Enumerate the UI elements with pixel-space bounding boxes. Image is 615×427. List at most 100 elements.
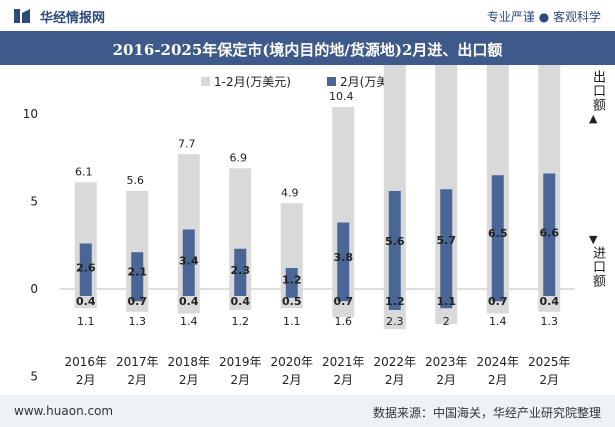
label-export-cumulative: 4.9 bbox=[281, 186, 299, 199]
x-tick-month: 2月 bbox=[539, 373, 559, 387]
bar-export-monthly bbox=[234, 248, 247, 289]
import-axis-label: 进口额 bbox=[588, 246, 607, 288]
brand-name: 华经情报网 bbox=[40, 11, 106, 26]
label-import-monthly: 0.7 bbox=[128, 295, 148, 308]
label-export-monthly: 6.5 bbox=[488, 227, 508, 240]
label-export-cumulative: 5.6 bbox=[127, 174, 145, 187]
x-tick-year: 2018年 bbox=[167, 355, 210, 369]
bar-import-monthly bbox=[131, 289, 144, 302]
label-import-cumulative: 2.3 bbox=[386, 315, 404, 328]
label-import-monthly: 0.7 bbox=[488, 295, 508, 308]
bar-import-monthly bbox=[79, 289, 92, 296]
bar-export-monthly bbox=[491, 175, 504, 289]
x-tick-month: 2月 bbox=[282, 373, 302, 387]
x-tick-year: 2019年 bbox=[219, 355, 262, 369]
tagline: 专业严谨 ● 客观科学 bbox=[486, 10, 601, 24]
top-bar: 华经情报网 专业严谨 ● 客观科学 bbox=[0, 0, 615, 30]
x-tick-month: 2月 bbox=[230, 373, 250, 387]
x-tick-year: 2023年 bbox=[425, 355, 468, 369]
x-tick-year: 2024年 bbox=[476, 355, 519, 369]
footer-url: www.huaon.com bbox=[14, 404, 114, 418]
label-export-monthly: 5.6 bbox=[385, 235, 405, 248]
label-import-monthly: 0.7 bbox=[334, 295, 354, 308]
x-tick-year: 2021年 bbox=[322, 355, 365, 369]
bar-export-monthly bbox=[543, 173, 556, 289]
bar-import-monthly bbox=[388, 289, 401, 310]
chart-title: 2016-2025年保定市(境内目的地/货源地)2月进、出口额 bbox=[112, 41, 503, 59]
x-tick-month: 2月 bbox=[385, 373, 405, 387]
label-export-cumulative: 7.7 bbox=[178, 137, 196, 150]
x-tick-month: 2月 bbox=[436, 373, 456, 387]
label-export-monthly: 2.1 bbox=[128, 266, 148, 279]
legend-swatch-cumulative bbox=[201, 77, 210, 86]
label-export-cumulative: 6.1 bbox=[75, 165, 93, 178]
bar-import-monthly bbox=[285, 289, 298, 298]
x-tick-year: 2016年 bbox=[64, 355, 107, 369]
label-export-monthly: 2.3 bbox=[231, 264, 251, 277]
label-import-cumulative: 1.3 bbox=[541, 315, 559, 328]
export-axis-label: 出口额 bbox=[588, 70, 607, 112]
x-tick-year: 2025年 bbox=[528, 355, 571, 369]
label-export-monthly: 5.7 bbox=[437, 234, 457, 247]
x-tick-month: 2月 bbox=[488, 373, 508, 387]
label-export-monthly: 2.6 bbox=[76, 261, 96, 274]
label-import-monthly: 0.4 bbox=[540, 295, 560, 308]
footer-source: 数据来源：中国海关，华经产业研究院整理 bbox=[372, 406, 601, 420]
x-tick-year: 2022年 bbox=[373, 355, 416, 369]
label-import-monthly: 0.4 bbox=[231, 295, 251, 308]
label-import-cumulative: 1.1 bbox=[283, 315, 301, 328]
x-tick-month: 2月 bbox=[333, 373, 353, 387]
label-import-cumulative: 1.6 bbox=[335, 315, 353, 328]
y-tick-label: 0 bbox=[30, 282, 38, 296]
label-import-cumulative: 1.3 bbox=[129, 315, 147, 328]
label-import-cumulative: 1.4 bbox=[489, 315, 507, 328]
legend-swatch-monthly bbox=[327, 77, 336, 86]
footer: www.huaon.com 数据来源：中国海关，华经产业研究院整理 bbox=[0, 395, 615, 427]
label-import-monthly: 0.4 bbox=[179, 295, 199, 308]
label-export-monthly: 6.6 bbox=[540, 226, 560, 239]
y-tick-label: 10 bbox=[23, 107, 38, 121]
label-import-cumulative: 2 bbox=[443, 315, 450, 328]
bar-export-monthly bbox=[440, 189, 453, 289]
label-export-monthly: 3.4 bbox=[179, 254, 199, 267]
x-tick-month: 2月 bbox=[179, 373, 199, 387]
label-import-cumulative: 1.4 bbox=[180, 315, 198, 328]
chart: 1-2月(万美元)2月(万美元)2015105056.12.60.41.1201… bbox=[23, 65, 575, 387]
label-import-cumulative: 1.1 bbox=[77, 315, 95, 328]
bar-export-monthly bbox=[285, 268, 298, 289]
down-arrow-icon: ▼ bbox=[589, 233, 598, 246]
y-tick-label: 5 bbox=[30, 370, 38, 384]
logo-icon bbox=[14, 9, 30, 23]
x-tick-month: 2月 bbox=[76, 373, 96, 387]
label-import-monthly: 0.5 bbox=[282, 295, 302, 308]
x-tick-year: 2020年 bbox=[270, 355, 313, 369]
bar-import-monthly bbox=[182, 289, 195, 296]
y-tick-label: 5 bbox=[30, 195, 38, 209]
bar-export-monthly bbox=[79, 243, 92, 289]
bar-import-monthly bbox=[337, 289, 350, 302]
bar-export-monthly bbox=[337, 222, 350, 289]
label-export-monthly: 3.8 bbox=[334, 251, 354, 264]
bar-import-monthly bbox=[543, 289, 556, 296]
label-import-monthly: 0.4 bbox=[76, 295, 96, 308]
title-bar: 2016-2025年保定市(境内目的地/货源地)2月进、出口额 bbox=[0, 31, 615, 65]
export-label: 出口额 bbox=[590, 70, 605, 112]
label-import-monthly: 1.2 bbox=[385, 295, 405, 308]
bar-export-monthly bbox=[388, 191, 401, 289]
up-arrow-icon: ▲ bbox=[589, 112, 598, 125]
label-import-cumulative: 1.2 bbox=[232, 315, 250, 328]
bar-import-monthly bbox=[491, 289, 504, 302]
legend-label-cumulative: 1-2月(万美元) bbox=[214, 75, 291, 89]
label-export-cumulative: 6.9 bbox=[230, 151, 248, 164]
label-export-monthly: 1.2 bbox=[282, 274, 302, 287]
x-tick-month: 2月 bbox=[127, 373, 147, 387]
bar-import-monthly bbox=[234, 289, 247, 296]
bar-import-monthly bbox=[440, 289, 453, 309]
import-label: 进口额 bbox=[590, 246, 605, 288]
bar-export-monthly bbox=[182, 229, 195, 289]
x-tick-year: 2017年 bbox=[116, 355, 159, 369]
label-import-monthly: 1.1 bbox=[437, 295, 457, 308]
bar-export-monthly bbox=[131, 252, 144, 289]
bar-export-cumulative bbox=[280, 203, 303, 289]
label-export-cumulative: 10.4 bbox=[329, 90, 354, 103]
